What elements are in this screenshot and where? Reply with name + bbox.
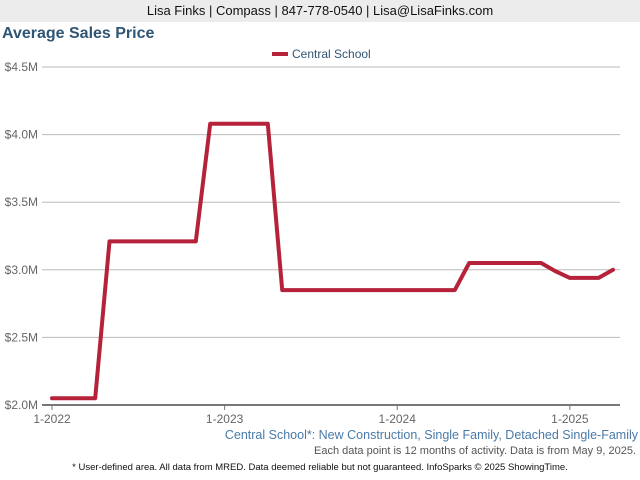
legend: Central School <box>272 47 371 61</box>
data-note: Each data point is 12 months of activity… <box>313 445 636 457</box>
x-tick-label: 1-2022 <box>33 412 71 425</box>
x-tick-label: 1-2024 <box>379 412 417 425</box>
y-tick-label: $4.0M <box>5 128 38 142</box>
area-caption: Central School*: New Construction, Singl… <box>224 428 638 442</box>
line-chart: $4.5M$4.0M$3.5M$3.0M$2.5M$2.0M 1-2022 1-2… <box>5 47 620 425</box>
y-tick-label: $3.5M <box>5 195 38 209</box>
y-tick-label: $3.0M <box>5 263 38 277</box>
gridlines <box>42 66 620 406</box>
disclaimer: * User-defined area. All data from MRED.… <box>72 462 568 473</box>
series-line-central-school <box>50 121 615 401</box>
series-lines <box>50 121 615 401</box>
x-tick-label: 1-2025 <box>551 412 589 425</box>
y-tick-label: $2.5M <box>5 330 38 344</box>
contact-header: Lisa Finks | Compass | 847-778-0540 | Li… <box>0 0 640 22</box>
legend-label: Central School <box>292 47 371 61</box>
x-tick-label: 1-2023 <box>206 412 244 425</box>
x-axis-ticks: 1-2022 1-2023 1-2024 1-2025 <box>33 405 589 425</box>
chart-title: Average Sales Price <box>2 25 155 42</box>
y-tick-label: $2.0M <box>5 398 38 412</box>
y-axis-ticks: $4.5M $4.0M $3.5M $3.0M $2.5M $2.0M <box>5 60 38 412</box>
y-tick-label: $4.5M <box>5 60 38 74</box>
